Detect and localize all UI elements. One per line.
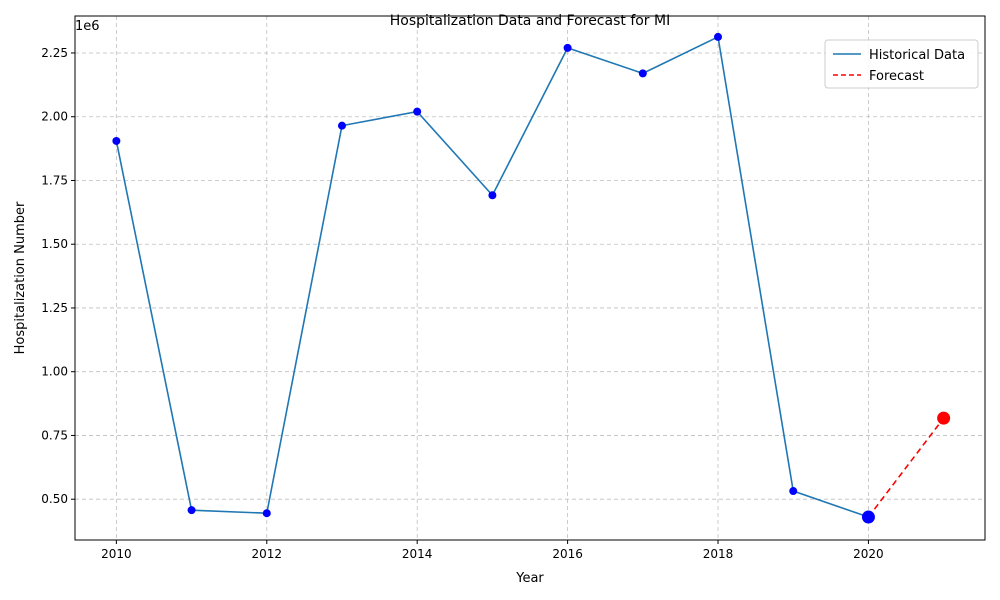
y-tick-label: 1.00 (41, 365, 68, 379)
y-axis-label: Hospitalization Number (13, 201, 28, 354)
last-historical-point (861, 510, 875, 524)
historical-point (789, 487, 798, 496)
forecast-point (937, 411, 951, 425)
x-tick-label: 2016 (552, 547, 583, 561)
historical-point (112, 136, 121, 145)
legend-label-forecast: Forecast (869, 69, 924, 84)
x-tick-label: 2014 (402, 547, 433, 561)
x-tick-label: 2012 (252, 547, 283, 561)
plot-frame (74, 15, 986, 541)
y-tick-label: 0.50 (41, 492, 68, 506)
historical-point (413, 107, 422, 116)
series-line-forecast (867, 417, 945, 518)
chart-title: Hospitalization Data and Forecast for MI (390, 13, 670, 29)
y-tick-label: 2.25 (41, 46, 68, 60)
legend-label-historical: Historical Data (869, 48, 965, 63)
x-axis-ticks: 2010 2012 2014 2016 2018 2020 (101, 540, 884, 561)
plot-area (75, 16, 985, 540)
legend-box (824, 39, 979, 89)
y-offset-label: 1e6 (75, 19, 100, 34)
historical-point (337, 121, 346, 130)
historical-point (638, 69, 647, 78)
y-tick-label: 1.25 (41, 301, 68, 315)
historical-point (187, 506, 196, 515)
historical-point (262, 509, 271, 518)
y-tick-label: 1.50 (41, 237, 68, 251)
legend: Historical Data Forecast (824, 39, 979, 89)
data-points (112, 32, 951, 524)
y-axis-ticks: 0.50 0.75 1.00 1.25 1.50 1.75 2.00 2.25 (41, 46, 75, 506)
x-axis-label: Year (515, 571, 544, 586)
x-tick-label: 2020 (853, 547, 884, 561)
historical-point (563, 43, 572, 52)
historical-point (714, 32, 723, 41)
x-tick-label: 2018 (703, 547, 734, 561)
historical-point (488, 191, 497, 200)
y-tick-label: 0.75 (41, 428, 68, 442)
x-tick-label: 2010 (101, 547, 132, 561)
y-tick-label: 2.00 (41, 110, 68, 124)
y-tick-label: 1.75 (41, 173, 68, 187)
